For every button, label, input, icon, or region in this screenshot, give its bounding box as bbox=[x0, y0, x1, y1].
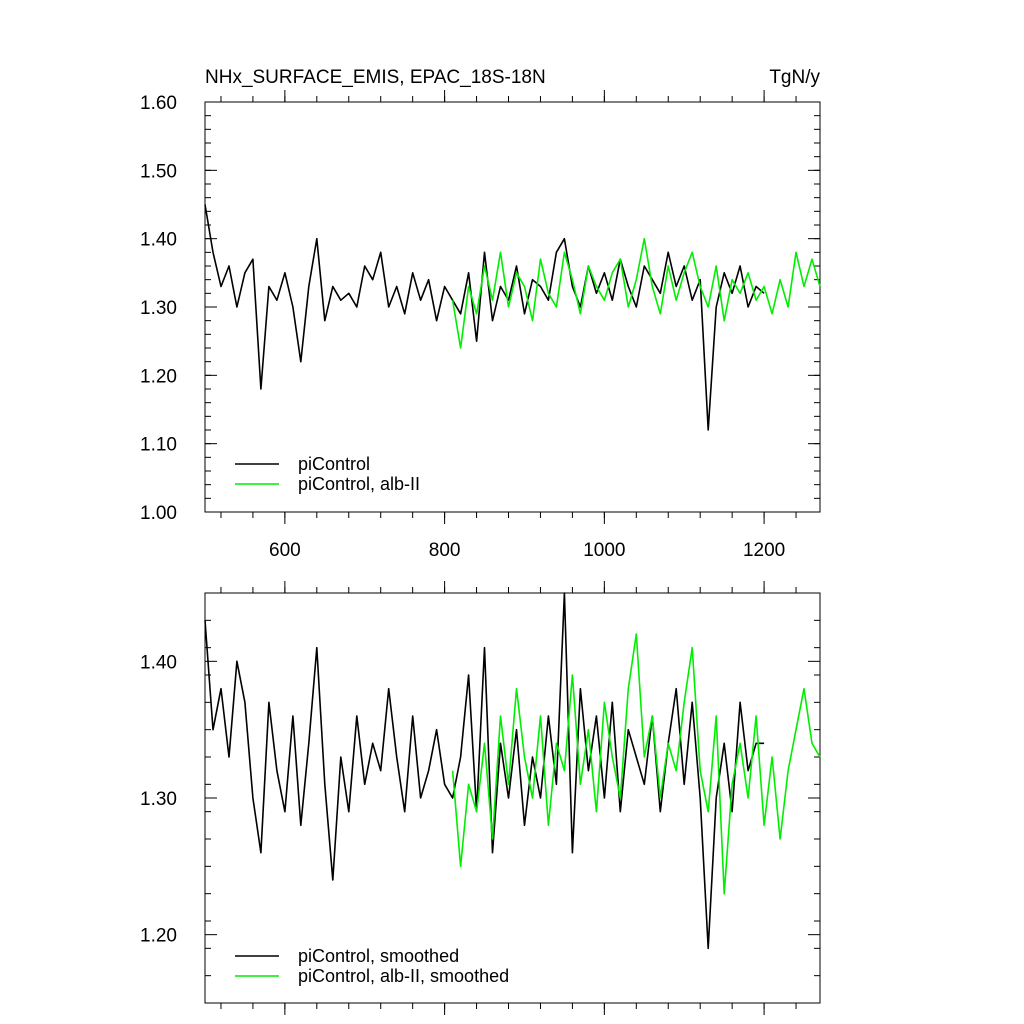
series-line-alb-ii bbox=[451, 237, 821, 349]
series-line-alb-ii bbox=[451, 633, 821, 895]
units-label: TgN/y bbox=[769, 67, 820, 88]
y-tick-label: 1.60 bbox=[140, 93, 177, 114]
y-tick-label: 1.50 bbox=[140, 161, 177, 182]
y-tick-label: 1.20 bbox=[140, 366, 177, 387]
legend-label: piControl, alb-II, smoothed bbox=[298, 966, 509, 986]
legend-label: piControl, smoothed bbox=[298, 946, 459, 966]
y-tick-label: 1.40 bbox=[140, 230, 177, 251]
y-tick-label: 1.30 bbox=[140, 298, 177, 319]
series-line-picontrol bbox=[204, 592, 765, 950]
y-tick-label: 1.30 bbox=[140, 789, 177, 810]
legend-label: piControl, alb-II bbox=[298, 474, 420, 494]
plot-frame bbox=[204, 101, 821, 513]
y-tick-label: 1.40 bbox=[140, 652, 177, 673]
chart-title: NHx_SURFACE_EMIS, EPAC_18S-18N bbox=[205, 67, 546, 88]
y-tick-label: 1.00 bbox=[140, 503, 177, 524]
bottom-panel: 1.20 1.30 1.40 piControl, smoothedpiControl… bbox=[140, 581, 821, 1015]
x-tick-label: 1000 bbox=[583, 540, 625, 561]
plot-frame bbox=[204, 592, 821, 1004]
series-line-picontrol bbox=[204, 204, 765, 431]
x-tick-label: 1200 bbox=[743, 540, 785, 561]
legend-label: piControl bbox=[298, 454, 370, 474]
x-tick-label: 600 bbox=[269, 540, 301, 561]
top-panel: 1.00 1.10 1.20 1.30 1.40 1.50 1.60 600 800 1000 12… bbox=[140, 90, 821, 561]
x-tick-label: 800 bbox=[429, 540, 461, 561]
y-tick-label: 1.20 bbox=[140, 926, 177, 947]
y-tick-label: 1.10 bbox=[140, 435, 177, 456]
